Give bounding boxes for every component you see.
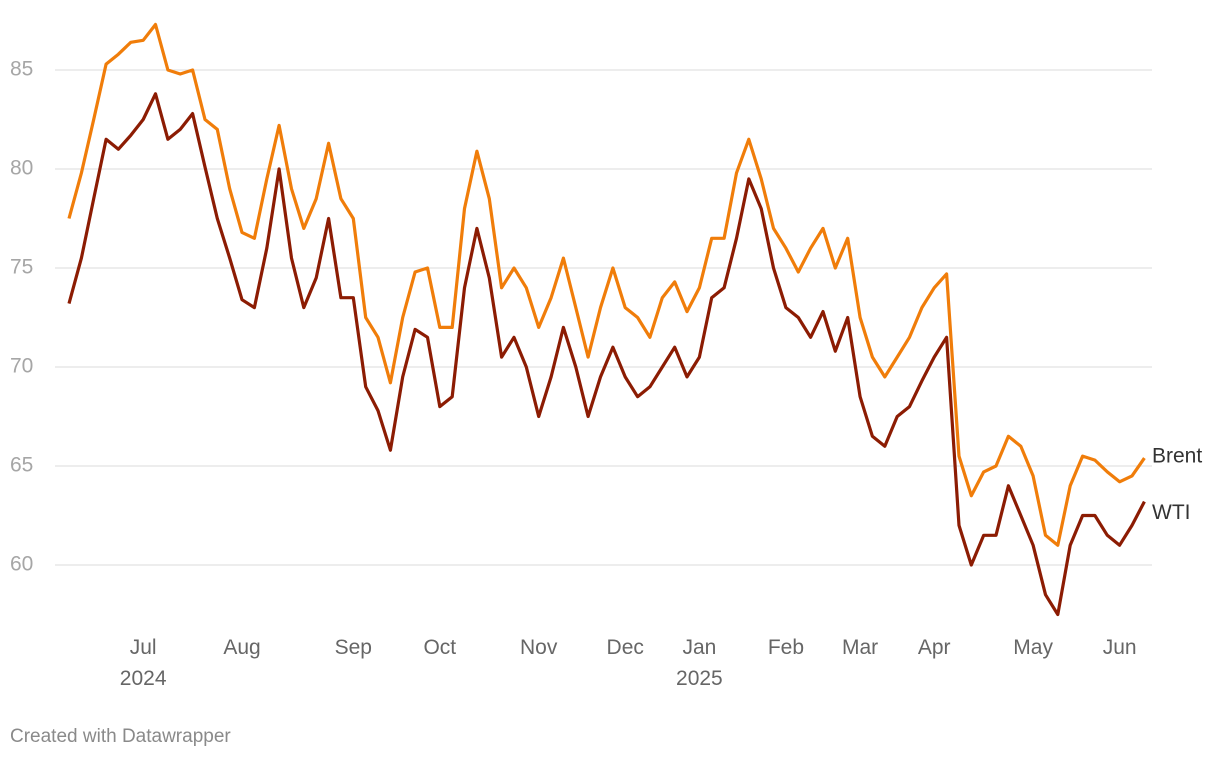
x-tick-line: Apr bbox=[918, 636, 951, 659]
x-tick-line: Sep bbox=[335, 636, 372, 659]
y-tick-label: 65 bbox=[10, 454, 33, 477]
y-tick-label: 70 bbox=[10, 355, 33, 378]
x-tick-line: 2025 bbox=[676, 667, 723, 690]
x-tick-line: Jan bbox=[682, 636, 716, 659]
x-tick-label: Sep bbox=[335, 636, 372, 659]
x-tick-label: Jul 2024 bbox=[120, 636, 167, 690]
y-tick-label: 85 bbox=[10, 58, 33, 81]
x-tick-line: Jul bbox=[130, 636, 157, 659]
x-tick-line: May bbox=[1013, 636, 1053, 659]
x-tick-line: Aug bbox=[223, 636, 260, 659]
x-tick-line: Dec bbox=[607, 636, 644, 659]
y-tick-label: 60 bbox=[10, 553, 33, 576]
x-tick-label: Aug bbox=[223, 636, 260, 659]
x-tick-line: 2024 bbox=[120, 667, 167, 690]
x-tick-label: Apr bbox=[918, 636, 951, 659]
x-tick-line: Feb bbox=[768, 636, 804, 659]
x-tick-label: Dec bbox=[607, 636, 644, 659]
series-line bbox=[67, 92, 1146, 617]
x-tick-line: Nov bbox=[520, 636, 558, 659]
footer: Created with Datawrapper bbox=[10, 726, 231, 747]
x-tick-line: Jun bbox=[1103, 636, 1137, 659]
x-tick-label: Jan 2025 bbox=[676, 636, 723, 690]
x-tick-line: Oct bbox=[423, 636, 456, 659]
x-tick-line: Mar bbox=[842, 636, 878, 659]
x-tick-label: Feb bbox=[768, 636, 804, 659]
y-tick-label: 75 bbox=[10, 256, 33, 279]
y-tick-label: 80 bbox=[10, 157, 33, 180]
x-tick-label: Mar bbox=[842, 636, 878, 659]
legend-label: Brent bbox=[1152, 445, 1202, 468]
x-tick-label: Oct bbox=[423, 636, 456, 659]
x-tick-label: Nov bbox=[520, 636, 558, 659]
series-line bbox=[67, 22, 1146, 547]
x-tick-label: Jun bbox=[1103, 636, 1137, 659]
legend-label: WTI bbox=[1152, 501, 1190, 524]
x-tick-label: May bbox=[1013, 636, 1053, 659]
